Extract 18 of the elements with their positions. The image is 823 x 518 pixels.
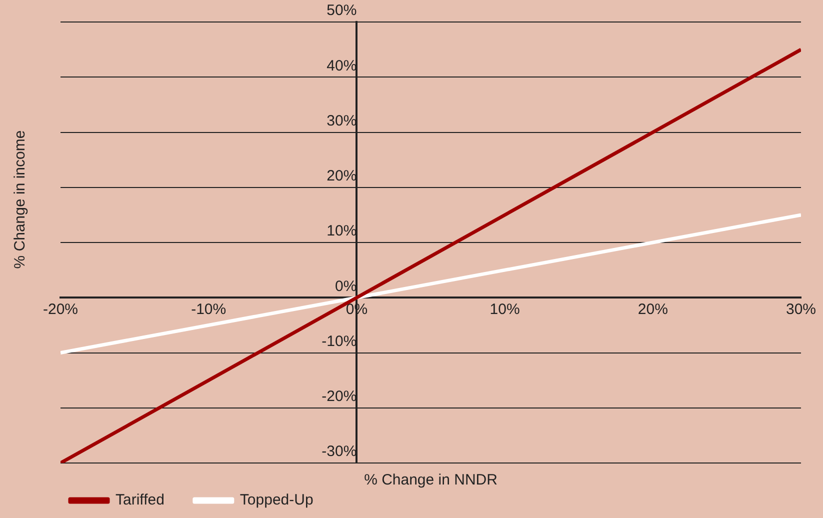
legend-label: Tariffed <box>116 492 164 509</box>
x-tick-label: 10% <box>490 300 520 318</box>
y-axis-title: % Change in income <box>12 130 29 268</box>
y-tick-label: 20% <box>326 168 357 185</box>
x-tick-label: 20% <box>638 300 668 318</box>
y-tick-label: 0% <box>335 278 357 295</box>
y-tick-label: -20% <box>322 388 357 406</box>
legend-label: Topped-Up <box>240 492 314 509</box>
y-tick-label: 10% <box>326 222 357 240</box>
y-tick-label: -10% <box>322 332 357 350</box>
y-tick-label: 40% <box>326 57 357 74</box>
x-tick-label: -10% <box>191 300 226 318</box>
y-tick-label: -30% <box>322 443 357 460</box>
y-tick-label: 50% <box>326 2 357 20</box>
x-tick-label: -20% <box>42 300 78 318</box>
y-tick-label: 30% <box>326 112 357 130</box>
x-axis-title: % Change in NNDR <box>364 472 498 489</box>
x-tick-label: 30% <box>786 300 816 318</box>
